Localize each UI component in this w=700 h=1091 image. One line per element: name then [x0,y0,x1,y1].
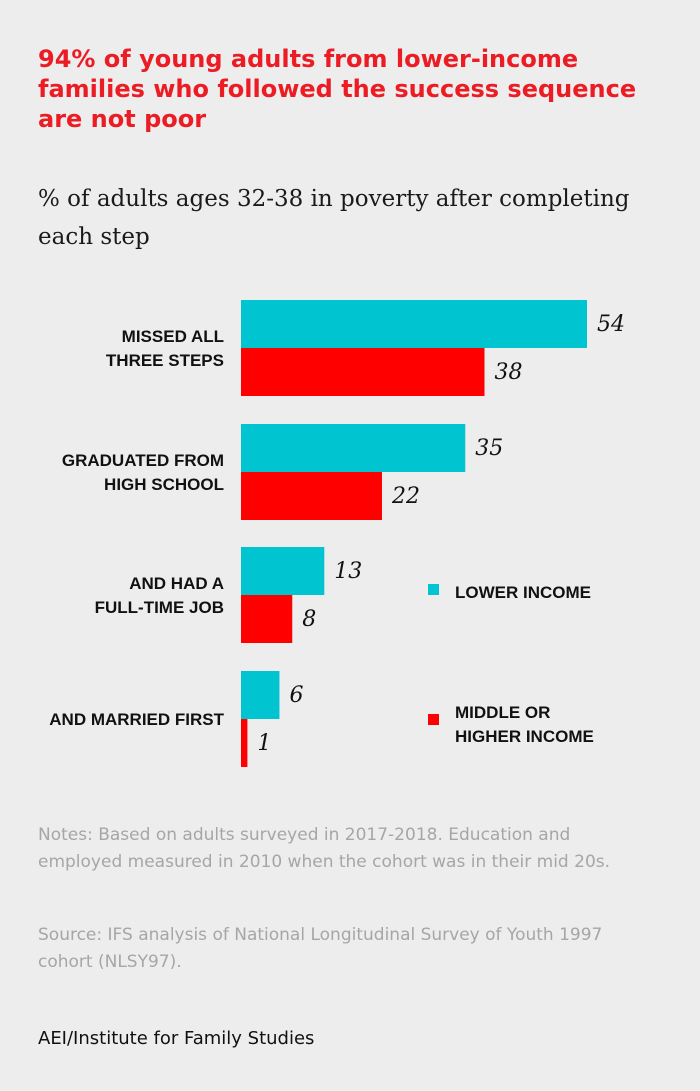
bar-middle-higher-income-1 [241,348,485,396]
bar-lower-income-1 [241,300,587,348]
source-text: Source: IFS analysis of National Longitu… [38,925,603,972]
bar-middle-higher-income-3 [241,595,293,643]
bar-chart: MISSED ALL THREE STEPS 54 38 GRADUATED FROM H… [49,300,625,767]
value-label-middle-higher-income-1: 38 [494,360,522,385]
legend-label-middle-higher-line1: MIDDLE OR [455,703,550,722]
category-label-1-line1: MISSED ALL [122,327,224,346]
bar-group-1: MISSED ALL THREE STEPS 54 38 [106,300,625,396]
bar-middle-higher-income-4 [241,719,248,767]
bar-group-3: AND HAD A FULL-TIME JOB 13 8 [95,547,362,643]
chart-title: 94% of young adults from lower-income fa… [38,45,637,133]
value-label-middle-higher-income-3: 8 [302,607,316,632]
bar-middle-higher-income-2 [241,472,382,520]
category-label-3-line1: AND HAD A [129,574,224,593]
legend: LOWER INCOME MIDDLE OR HIGHER INCOME [428,583,594,746]
value-label-lower-income-2: 35 [475,436,503,461]
value-label-lower-income-4: 6 [289,683,303,708]
legend-swatch-lower-income [428,584,439,595]
category-label-2-line1: GRADUATED FROM [62,451,224,470]
value-label-middle-higher-income-2: 22 [391,484,420,509]
bar-lower-income-4 [241,671,280,719]
value-label-lower-income-1: 54 [597,312,625,337]
category-label-4-line1: AND MARRIED FIRST [49,710,224,729]
bar-lower-income-3 [241,547,325,595]
category-label-3-line2: FULL-TIME JOB [95,598,224,617]
chart-subtitle: % of adults ages 32-38 in poverty after … [38,186,630,250]
value-label-middle-higher-income-4: 1 [257,731,271,756]
legend-label-lower-income: LOWER INCOME [455,583,591,602]
bars-layer: MISSED ALL THREE STEPS 54 38 GRADUATED FROM H… [49,300,625,767]
legend-swatch-middle-higher-income [428,714,439,725]
bar-lower-income-2 [241,424,466,472]
bar-group-2: GRADUATED FROM HIGH SCHOOL 35 22 [62,424,503,520]
notes-text: Notes: Based on adults surveyed in 2017-… [38,825,611,872]
category-label-2-line2: HIGH SCHOOL [104,475,224,494]
legend-label-middle-higher-line2: HIGHER INCOME [455,727,594,746]
credit-text: AEI/Institute for Family Studies [38,1028,315,1049]
bar-group-4: AND MARRIED FIRST 61 [49,671,303,767]
category-label-1-line2: THREE STEPS [106,351,224,370]
value-label-lower-income-3: 13 [334,559,362,584]
